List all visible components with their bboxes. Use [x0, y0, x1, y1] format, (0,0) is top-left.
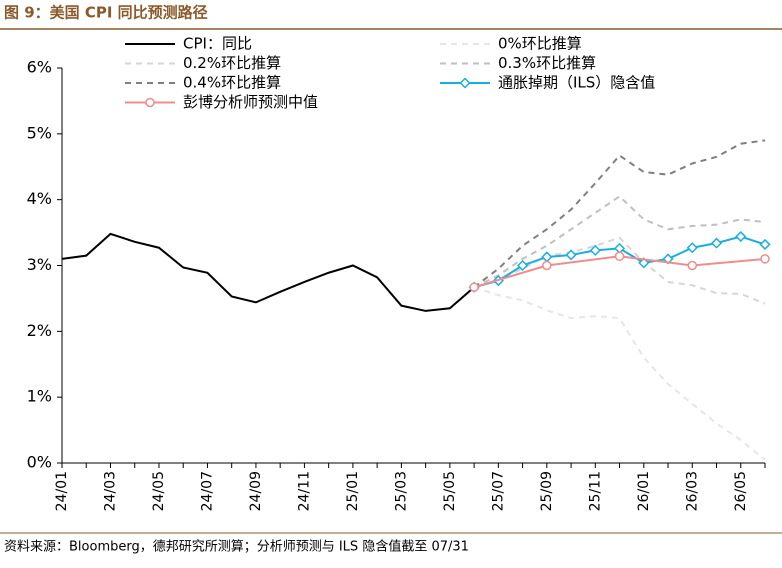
- marker: [614, 251, 625, 262]
- y-tick-label: 4%: [27, 189, 52, 208]
- legend-label: CPI：同比: [183, 35, 252, 53]
- marker: [686, 242, 698, 254]
- marker: [710, 237, 723, 249]
- x-tick-label: 25/11: [587, 471, 603, 511]
- marker: [541, 251, 553, 263]
- series-line: [61, 232, 475, 312]
- y-tick-label: 3%: [27, 255, 52, 274]
- legend-marker: [145, 97, 155, 108]
- legend-label: 0.2%环比推算: [183, 54, 281, 72]
- marker: [542, 260, 552, 271]
- x-tick-label: 25/05: [442, 471, 458, 511]
- x-tick-label: 25/09: [539, 471, 555, 511]
- x-tick-label: 24/07: [199, 471, 215, 511]
- x-tick-label: 24/01: [54, 471, 70, 511]
- legend-marker: [459, 77, 471, 89]
- legend-label: 彭博分析师预测中值: [183, 93, 318, 111]
- y-tick-label: 2%: [27, 321, 52, 340]
- marker: [589, 244, 601, 256]
- marker: [735, 230, 747, 243]
- marker: [517, 259, 529, 272]
- y-tick-label: 5%: [27, 123, 52, 142]
- y-tick-label: 1%: [27, 387, 52, 406]
- x-tick-label: 26/03: [684, 471, 700, 511]
- x-tick-label: 24/05: [151, 471, 167, 511]
- x-tick-label: 24/09: [248, 471, 264, 511]
- legend-label: 通胀掉期（ILS）隐含值: [498, 74, 655, 92]
- series-line: [473, 195, 766, 289]
- marker: [469, 282, 479, 292]
- x-tick-label: 25/01: [345, 471, 361, 511]
- series-line: [473, 286, 766, 461]
- legend-label: 0.4%环比推算: [183, 74, 281, 92]
- source-note: 资料来源：Bloomberg，德邦研究所测算；分析师预测与 ILS 隐含值截至 …: [4, 539, 469, 555]
- x-tick-label: 24/03: [102, 471, 118, 511]
- legend-label: 0%环比推算: [498, 35, 582, 53]
- x-tick-label: 26/05: [733, 471, 749, 511]
- marker: [687, 260, 698, 271]
- x-tick-label: 24/11: [296, 471, 312, 511]
- y-tick-label: 0%: [27, 453, 52, 472]
- legend-label: 0.3%环比推算: [498, 54, 596, 72]
- x-tick-label: 26/01: [636, 471, 652, 511]
- marker: [759, 238, 771, 250]
- series-line: [473, 236, 766, 305]
- series-line: [473, 139, 766, 289]
- x-tick-label: 25/03: [393, 471, 409, 511]
- marker: [760, 254, 770, 264]
- chart-title: 图 9：美国 CPI 同比预测路径: [4, 4, 208, 22]
- marker: [565, 249, 577, 261]
- x-tick-label: 25/07: [490, 471, 506, 511]
- y-tick-label: 6%: [27, 58, 52, 77]
